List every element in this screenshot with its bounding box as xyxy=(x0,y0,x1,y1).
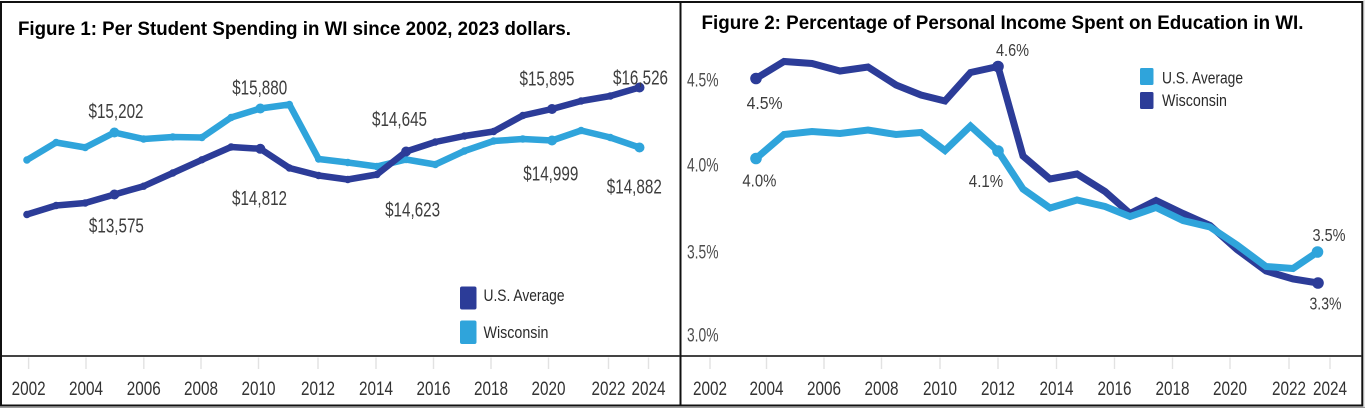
svg-text:$14,645: $14,645 xyxy=(372,109,427,131)
svg-text:U.S. Average: U.S. Average xyxy=(484,286,565,305)
svg-text:$15,202: $15,202 xyxy=(89,101,144,123)
svg-text:2002: 2002 xyxy=(693,379,727,400)
svg-text:2022: 2022 xyxy=(1272,379,1306,400)
svg-text:2012: 2012 xyxy=(981,379,1015,400)
svg-text:Wisconsin: Wisconsin xyxy=(484,323,549,342)
svg-text:2014: 2014 xyxy=(359,379,393,400)
svg-text:2008: 2008 xyxy=(865,379,899,400)
svg-text:$15,880: $15,880 xyxy=(232,77,287,99)
svg-text:Figure 1: Per Student Spending: Figure 1: Per Student Spending in WI sin… xyxy=(18,19,571,40)
svg-text:2004: 2004 xyxy=(750,379,784,400)
svg-text:3.3%: 3.3% xyxy=(1310,294,1342,314)
svg-text:2018: 2018 xyxy=(474,379,508,400)
svg-text:2014: 2014 xyxy=(1040,379,1074,400)
svg-text:$14,999: $14,999 xyxy=(523,164,578,186)
svg-text:4.5%: 4.5% xyxy=(747,93,783,113)
svg-text:Figure 2: Percentage of Person: Figure 2: Percentage of Personal Income … xyxy=(702,13,1304,34)
svg-text:4.6%: 4.6% xyxy=(996,40,1029,60)
svg-text:$16,526: $16,526 xyxy=(613,68,668,90)
svg-text:4.0%: 4.0% xyxy=(687,155,719,177)
svg-text:2020: 2020 xyxy=(1213,379,1247,400)
svg-text:2008: 2008 xyxy=(184,379,218,400)
svg-text:2024: 2024 xyxy=(632,379,666,400)
svg-text:Wisconsin: Wisconsin xyxy=(1162,91,1227,110)
svg-text:3.0%: 3.0% xyxy=(687,324,719,346)
svg-text:$14,623: $14,623 xyxy=(385,200,440,222)
svg-text:2010: 2010 xyxy=(242,379,276,400)
svg-text:3.5%: 3.5% xyxy=(1313,225,1346,245)
svg-text:U.S. Average: U.S. Average xyxy=(1162,68,1243,87)
svg-text:2020: 2020 xyxy=(532,379,566,400)
svg-text:4.1%: 4.1% xyxy=(969,171,1003,191)
svg-text:$14,812: $14,812 xyxy=(232,188,287,210)
svg-text:4.0%: 4.0% xyxy=(742,171,776,191)
svg-text:2004: 2004 xyxy=(69,379,103,400)
svg-text:2018: 2018 xyxy=(1156,379,1190,400)
svg-text:2024: 2024 xyxy=(1313,379,1347,400)
svg-text:$13,575: $13,575 xyxy=(89,216,144,238)
svg-text:4.5%: 4.5% xyxy=(687,69,719,91)
svg-text:3.5%: 3.5% xyxy=(687,241,719,263)
svg-text:$15,895: $15,895 xyxy=(520,68,575,90)
svg-text:$14,882: $14,882 xyxy=(607,177,662,199)
svg-text:2006: 2006 xyxy=(807,379,841,400)
svg-text:2010: 2010 xyxy=(923,379,957,400)
svg-text:2016: 2016 xyxy=(417,379,451,400)
svg-text:2012: 2012 xyxy=(301,379,335,400)
svg-text:2022: 2022 xyxy=(592,379,626,400)
svg-text:2006: 2006 xyxy=(127,379,161,400)
svg-text:2016: 2016 xyxy=(1098,379,1132,400)
svg-text:2002: 2002 xyxy=(12,379,46,400)
